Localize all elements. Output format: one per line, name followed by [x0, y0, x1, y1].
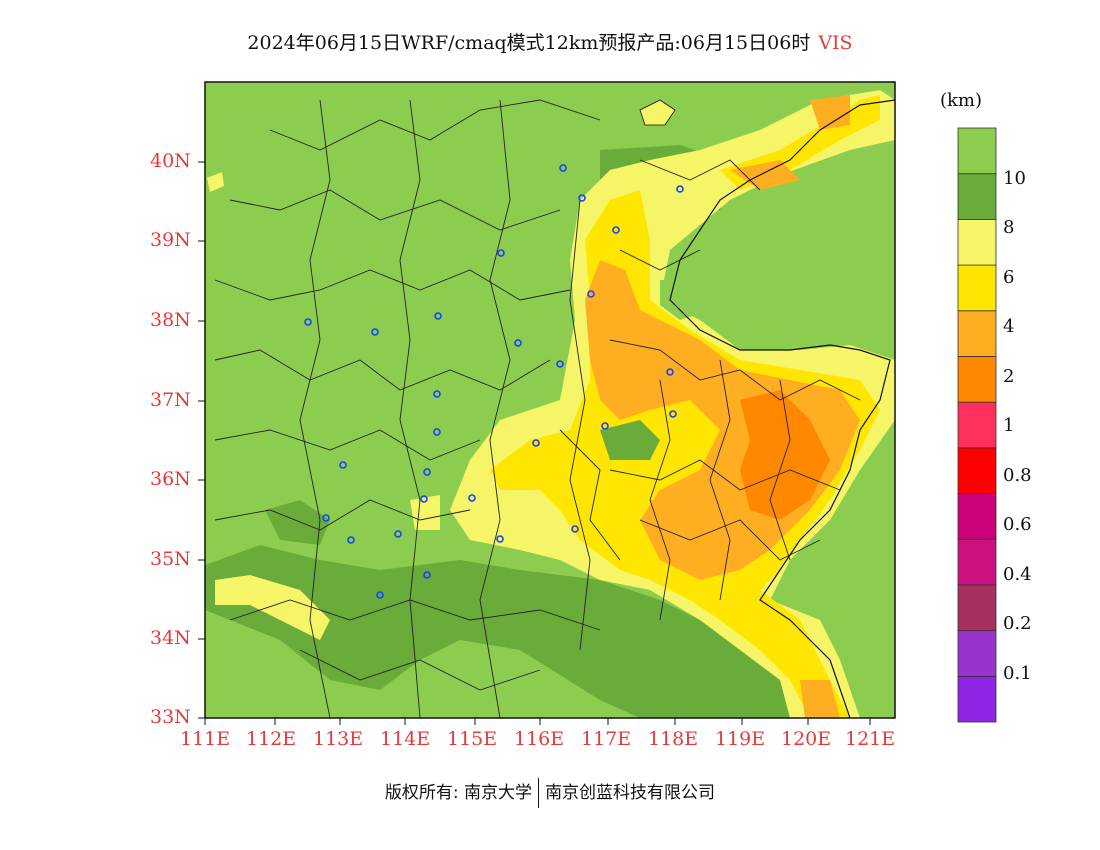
- city-marker: [556, 360, 564, 368]
- admin-boundaries: [214, 99, 861, 718]
- company-text: 南京创蓝科技有限公司: [545, 783, 716, 803]
- vis-zone-8-10-west: [265, 500, 330, 545]
- vis-spot-nw: [207, 172, 224, 192]
- vis-zone-6-8-spot: [410, 495, 440, 530]
- city-marker: [376, 591, 384, 599]
- colorbar-unit: (km): [940, 90, 983, 111]
- colorbar-swatch: [957, 173, 997, 220]
- city-marker: [468, 494, 476, 502]
- colorbar-label: 10: [1003, 168, 1026, 189]
- colorbar-label: 6: [1003, 267, 1015, 288]
- colorbar-swatch: [957, 584, 997, 632]
- city-marker: [587, 290, 595, 298]
- map-title: 2024年06月15日WRF/cmaq模式12km预报产品:06月15日06时 V…: [0, 28, 1100, 55]
- lon-label: 119E: [715, 728, 766, 750]
- colorbar-swatch: [957, 493, 997, 540]
- city-marker: [304, 318, 312, 326]
- lat-label: 37N: [150, 389, 191, 411]
- colorbar-swatch: [957, 538, 997, 586]
- city-marker: [394, 530, 402, 538]
- lon-label: 121E: [845, 728, 896, 750]
- colorbar: [957, 127, 997, 723]
- city-marker: [347, 536, 355, 544]
- colorbar-swatch: [957, 127, 997, 175]
- city-marker: [433, 428, 441, 436]
- lon-label: 120E: [781, 728, 832, 750]
- city-marker: [612, 226, 620, 234]
- city-marker: [497, 249, 505, 257]
- vis-pocket-darkgreen: [600, 420, 660, 460]
- colorbar-label: 1: [1003, 415, 1015, 436]
- axis-ticks: [198, 161, 871, 725]
- colorbar-label: 0.2: [1003, 613, 1032, 634]
- city-marker: [339, 461, 347, 469]
- city-marker: [532, 439, 540, 447]
- city-marker: [559, 164, 567, 172]
- footer: 版权所有: 南京大学 南京创蓝科技有限公司: [0, 778, 1100, 808]
- city-markers: [304, 164, 684, 599]
- colorbar-swatch: [957, 310, 997, 357]
- lat-label: 35N: [150, 548, 191, 570]
- city-marker: [666, 368, 674, 376]
- colorbar-label: 8: [1003, 217, 1015, 238]
- city-marker: [669, 410, 677, 418]
- colorbar-swatch: [957, 218, 997, 266]
- colorbar-label: 0.4: [1003, 564, 1032, 585]
- colorbar-label: 0.8: [1003, 465, 1032, 486]
- city-marker: [571, 525, 579, 533]
- lon-label: 114E: [380, 728, 431, 750]
- footer-separator: [538, 778, 540, 808]
- lat-label: 38N: [150, 309, 191, 331]
- colorbar-swatch: [957, 630, 997, 677]
- vis-zone-2-4-south: [650, 500, 720, 560]
- colorbar-swatch: [957, 447, 997, 494]
- city-marker: [420, 495, 428, 503]
- vis-zone-8-10-south: [205, 545, 800, 718]
- city-marker: [676, 185, 684, 193]
- colorbar-swatch: [957, 675, 997, 723]
- city-marker: [514, 339, 522, 347]
- city-marker: [496, 535, 504, 543]
- lon-label: 111E: [180, 728, 231, 750]
- colorbar-swatch: [957, 401, 997, 449]
- title-text: 2024年06月15日WRF/cmaq模式12km预报产品:06月15日06时: [247, 32, 811, 54]
- lat-label: 36N: [150, 468, 191, 490]
- colorbar-label: 0.6: [1003, 514, 1032, 535]
- city-marker: [434, 312, 442, 320]
- variable-name: VIS: [818, 32, 853, 54]
- city-marker: [371, 328, 379, 336]
- lat-label: 39N: [150, 229, 191, 251]
- city-marker: [423, 571, 431, 579]
- copyright-text: 版权所有: 南京大学: [384, 783, 533, 803]
- vis-zone-4-6: [490, 190, 880, 718]
- lon-label: 112E: [246, 728, 297, 750]
- lon-label: 116E: [514, 728, 565, 750]
- lat-label: 33N: [150, 706, 191, 728]
- city-marker: [433, 390, 441, 398]
- lake-north: [639, 99, 676, 126]
- city-marker: [322, 514, 330, 522]
- lon-label: 117E: [581, 728, 632, 750]
- vis-zone-2-4-ne: [810, 95, 850, 130]
- lat-label: 34N: [150, 627, 191, 649]
- vis-zone-2-4-north: [730, 160, 800, 190]
- lon-label: 115E: [447, 728, 498, 750]
- map-frame: [204, 81, 896, 719]
- colorbar-label: 0.1: [1003, 663, 1032, 684]
- colorbar-swatch: [957, 356, 997, 403]
- city-marker: [601, 422, 609, 430]
- vis-zone-6-8-west: [215, 575, 330, 640]
- lon-label: 118E: [648, 728, 699, 750]
- colorbar-label: 2: [1003, 366, 1015, 387]
- colorbar-swatch: [957, 264, 997, 312]
- city-marker: [423, 468, 431, 476]
- visibility-field: [205, 82, 895, 718]
- vis-zone-2-4-bottom: [800, 680, 840, 718]
- city-marker: [578, 194, 586, 202]
- lat-label: 40N: [150, 150, 191, 172]
- colorbar-label: 4: [1003, 316, 1015, 337]
- coastline: [669, 99, 895, 718]
- lon-label: 113E: [313, 728, 364, 750]
